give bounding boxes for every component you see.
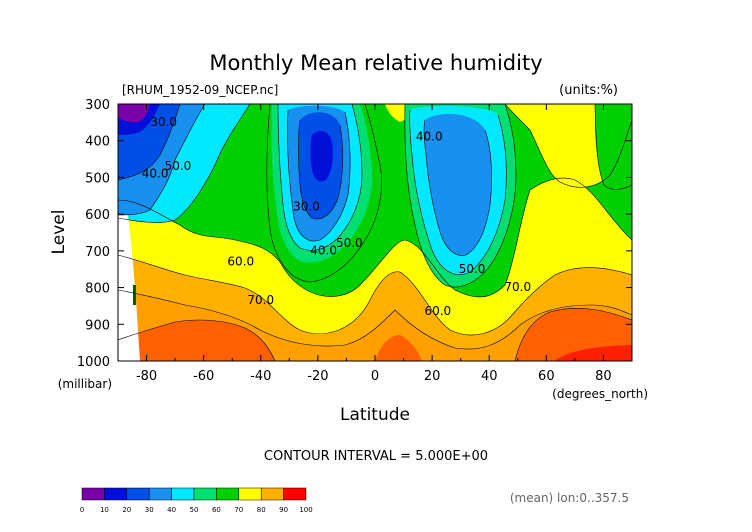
x-tick-label: -80	[136, 369, 157, 384]
y-tick-label: 700	[85, 245, 110, 260]
x-tick-label: -60	[193, 369, 214, 384]
y-axis: 300 400 500 600 700 800 900 1000	[77, 98, 632, 370]
contour-label: 50.0	[459, 262, 486, 276]
colorbar: 0 10 20 30 40 50 60 70 80 90 100	[80, 487, 313, 514]
subtitle-right: (units:%)	[559, 83, 618, 98]
contour-interval: CONTOUR INTERVAL = 5.000E+00	[264, 449, 488, 464]
y-axis-label: Level	[49, 210, 69, 255]
x-axis-label: Latitude	[340, 405, 410, 425]
band-60-arctic	[595, 104, 632, 190]
x-tick-label: 60	[538, 369, 555, 384]
colorbar-swatch	[81, 487, 105, 501]
x-tick-label: 40	[481, 369, 498, 384]
x-tick-label: -20	[307, 369, 328, 384]
contour-labels: 30.040.050.060.070.030.040.050.040.050.0…	[142, 115, 531, 318]
colorbar-tick-label: 20	[122, 506, 131, 514]
y-tick-label: 900	[85, 318, 110, 333]
colorbar-swatch	[148, 487, 172, 501]
x-units: (degrees_north)	[552, 387, 648, 401]
x-tick-label: 0	[371, 369, 379, 384]
colorbar-tick-label: 50	[190, 506, 199, 514]
x-axis: -80 -60 -40 -20 0 20 40 60 80	[117, 104, 633, 384]
colorbar-swatch	[283, 487, 307, 501]
contour-label: 60.0	[227, 255, 254, 269]
colorbar-tick-label: 80	[257, 506, 266, 514]
colorbar-swatch	[260, 487, 284, 501]
contour-label: 40.0	[416, 130, 443, 144]
y-units: (millibar)	[58, 377, 112, 391]
contour-label: 70.0	[504, 280, 531, 294]
colorbar-swatch	[104, 487, 128, 501]
sliver-south	[133, 285, 136, 305]
contour-label: 50.0	[336, 236, 363, 250]
colorbar-swatch	[238, 487, 262, 501]
band-40-n	[423, 114, 492, 256]
y-tick-label: 300	[85, 98, 110, 113]
contour-label: 60.0	[424, 304, 451, 318]
contour-label: 30.0	[293, 199, 320, 213]
y-tick-label: 600	[85, 208, 110, 223]
contour-field: 30.040.050.060.070.030.040.050.040.050.0…	[118, 104, 632, 361]
contour-label: 30.0	[150, 115, 177, 129]
colorbar-tick-label: 0	[80, 506, 84, 514]
contour-label: 50.0	[165, 159, 192, 173]
colorbar-swatch	[126, 487, 150, 501]
colorbar-tick-label: 100	[299, 506, 312, 514]
colorbar-tick-label: 90	[279, 506, 288, 514]
contour-label: 40.0	[142, 166, 169, 180]
band-20-s	[310, 130, 333, 182]
band-0-south	[118, 104, 150, 123]
y-tick-label: 400	[85, 135, 110, 150]
chart-title: Monthly Mean relative humidity	[209, 51, 542, 75]
x-tick-label: -40	[250, 369, 271, 384]
subtitle-left: [RHUM_1952-09_NCEP.nc]	[122, 83, 278, 97]
footer-mean: (mean) lon:0..357.5	[510, 491, 629, 505]
band-85c	[375, 335, 422, 361]
colorbar-tick-label: 10	[100, 506, 109, 514]
contour-lines	[118, 104, 632, 361]
colorbar-tick-label: 40	[167, 506, 176, 514]
colorbar-swatch	[171, 487, 195, 501]
x-tick-label: 20	[424, 369, 441, 384]
y-tick-label: 500	[85, 171, 110, 186]
x-tick-label: 80	[595, 369, 612, 384]
band-85	[118, 320, 275, 361]
colorbar-tick-label: 60	[212, 506, 221, 514]
colorbar-swatch	[216, 487, 240, 501]
y-tick-label: 1000	[77, 355, 110, 370]
colorbar-swatch	[193, 487, 217, 501]
colorbar-tick-label: 30	[145, 506, 154, 514]
y-tick-label: 800	[85, 282, 110, 297]
contour-label: 40.0	[310, 244, 337, 258]
contour-label: 70.0	[247, 293, 274, 307]
band-90	[555, 345, 632, 361]
colorbar-tick-label: 70	[234, 506, 243, 514]
